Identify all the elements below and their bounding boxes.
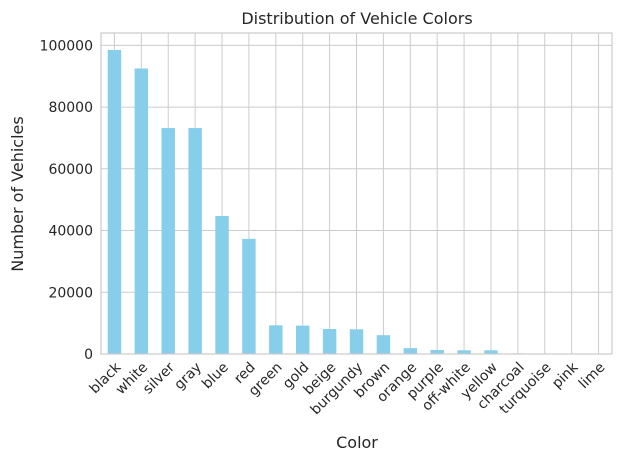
bars: [107, 49, 606, 355]
bar-burgundy: [349, 329, 364, 354]
plot-frame: [100, 32, 613, 355]
bar-gray: [188, 128, 202, 354]
bar-green: [269, 325, 283, 354]
y-tick-label: 80000: [48, 100, 93, 116]
y-axis-ticks: 0 20000 40000 60000 80000 100000: [40, 38, 93, 363]
y-axis-label: Number of Vehicles: [8, 116, 27, 271]
bar-blue: [215, 216, 229, 354]
y-tick-label: 0: [84, 347, 93, 363]
bar-silver: [161, 128, 175, 354]
y-tick-label: 40000: [48, 224, 93, 240]
bar-white: [134, 68, 149, 355]
x-axis-label: Color: [336, 433, 378, 452]
bar-purple: [430, 349, 444, 354]
bar-black: [107, 49, 122, 355]
y-tick-label: 20000: [48, 285, 93, 301]
bar-orange: [403, 348, 418, 354]
chart-title: Distribution of Vehicle Colors: [241, 9, 472, 28]
bar-brown: [376, 335, 391, 354]
bar-beige: [322, 328, 337, 354]
bar-yellow: [484, 350, 498, 354]
y-tick-label: 60000: [48, 162, 93, 178]
y-tick-label: 100000: [40, 38, 93, 54]
bar-gold: [295, 325, 310, 354]
bar-red: [242, 238, 256, 354]
bar-off-white: [457, 350, 471, 354]
